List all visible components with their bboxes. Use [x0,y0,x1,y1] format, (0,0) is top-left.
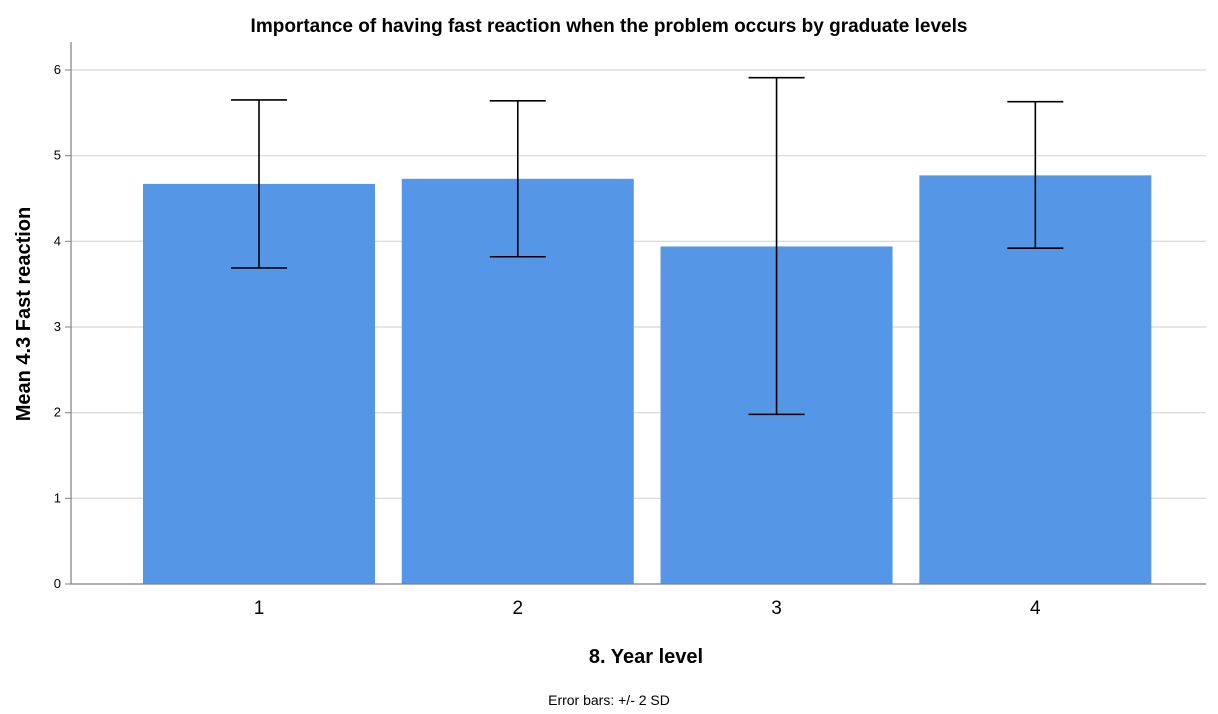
y-tick-label: 1 [54,490,61,505]
x-tick-labels: 1 2 3 4 [254,598,1041,619]
x-tick-label: 1 [254,598,265,619]
error-bar-footnote: Error bars: +/- 2 SD [548,692,670,708]
y-tick-label: 4 [54,233,61,248]
x-tick-label: 2 [512,598,523,619]
y-tick-labels: 0 1 2 3 4 5 6 [54,62,61,591]
y-tick-label: 5 [54,148,61,163]
chart-title: Importance of having fast reaction when … [251,16,968,37]
y-axis-title: Mean 4.3 Fast reaction [13,207,35,422]
y-tick-label: 0 [54,576,61,591]
y-tick-label: 6 [54,62,61,77]
y-tick-label: 3 [54,319,61,334]
y-tick-label: 2 [54,405,61,420]
x-tick-label: 3 [771,598,782,619]
bars [143,175,1151,584]
x-axis-title: 8. Year level [589,646,703,668]
x-tick-label: 4 [1030,598,1041,619]
